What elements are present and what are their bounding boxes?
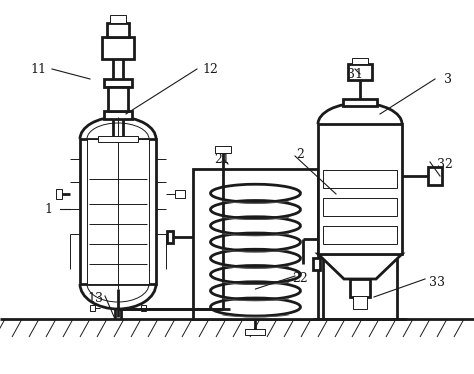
Bar (318, 124, 402, 254)
Bar (428, 167, 442, 185)
Text: 12: 12 (202, 62, 218, 76)
Bar (352, 58, 368, 64)
Text: 31: 31 (347, 67, 363, 80)
Bar (175, 190, 185, 198)
Text: 1: 1 (44, 202, 52, 215)
Bar (98, 136, 138, 142)
Bar (348, 64, 372, 80)
Bar (313, 258, 320, 270)
Bar (80, 139, 156, 284)
Bar (104, 79, 132, 87)
Bar (56, 189, 62, 199)
Text: 33: 33 (429, 276, 445, 288)
Text: 3: 3 (444, 73, 452, 86)
Text: 2: 2 (296, 147, 304, 160)
Bar (193, 169, 318, 319)
Bar (246, 329, 265, 335)
Text: 32: 32 (437, 157, 453, 171)
Text: 13: 13 (87, 292, 103, 306)
Bar (323, 170, 397, 188)
Bar (343, 99, 377, 106)
Text: 11: 11 (30, 62, 46, 76)
Text: 22: 22 (292, 273, 308, 285)
Bar (90, 305, 95, 311)
Bar (215, 146, 231, 153)
Bar (323, 226, 397, 244)
Bar (141, 305, 146, 311)
Bar (353, 296, 367, 309)
Bar (102, 37, 134, 59)
Bar (108, 87, 128, 111)
Bar (350, 279, 370, 297)
Bar (110, 15, 126, 23)
Bar (104, 111, 132, 119)
Polygon shape (318, 254, 402, 279)
Bar (107, 23, 129, 37)
Text: 21: 21 (214, 153, 230, 166)
Bar (87, 139, 149, 284)
Bar (167, 230, 173, 242)
Bar (323, 198, 397, 216)
